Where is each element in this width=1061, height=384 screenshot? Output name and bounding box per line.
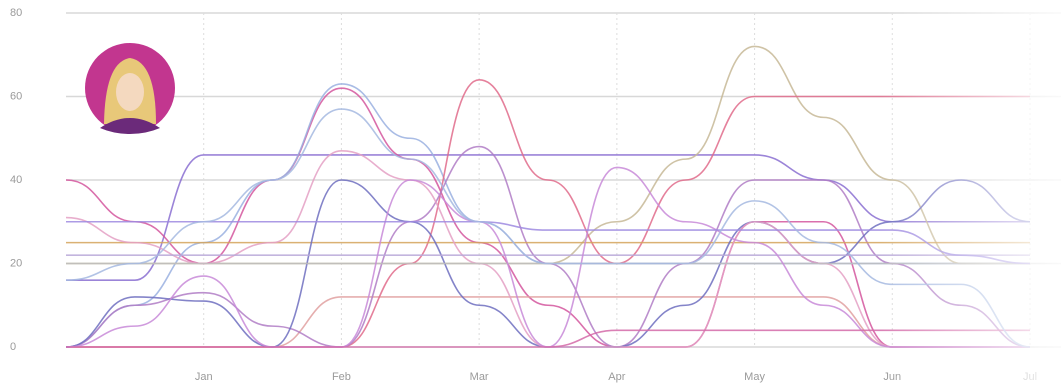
x-tick-label: Jan bbox=[195, 371, 213, 383]
series-line bbox=[65, 149, 1030, 348]
series-line bbox=[65, 179, 1031, 348]
series-line bbox=[65, 220, 1031, 265]
fade-overlay bbox=[880, 0, 1061, 384]
plot: 020406080JanFebMarAprMayJunJul bbox=[10, 7, 1061, 383]
y-tick-label: 0 bbox=[10, 341, 16, 353]
series-line bbox=[65, 166, 1030, 348]
series-line bbox=[66, 154, 1030, 282]
y-tick-label: 20 bbox=[10, 257, 22, 269]
x-tick-label: Feb bbox=[332, 371, 351, 383]
y-tick-label: 60 bbox=[10, 90, 22, 102]
series-line bbox=[65, 87, 1030, 348]
y-tick-label: 80 bbox=[10, 7, 22, 19]
series-line bbox=[65, 108, 1031, 348]
series-line bbox=[65, 329, 1030, 348]
x-tick-label: May bbox=[744, 371, 765, 383]
x-tick-label: Mar bbox=[470, 371, 489, 383]
avatar bbox=[85, 43, 175, 134]
y-tick-label: 40 bbox=[10, 174, 22, 186]
x-tick-label: Apr bbox=[608, 371, 625, 383]
